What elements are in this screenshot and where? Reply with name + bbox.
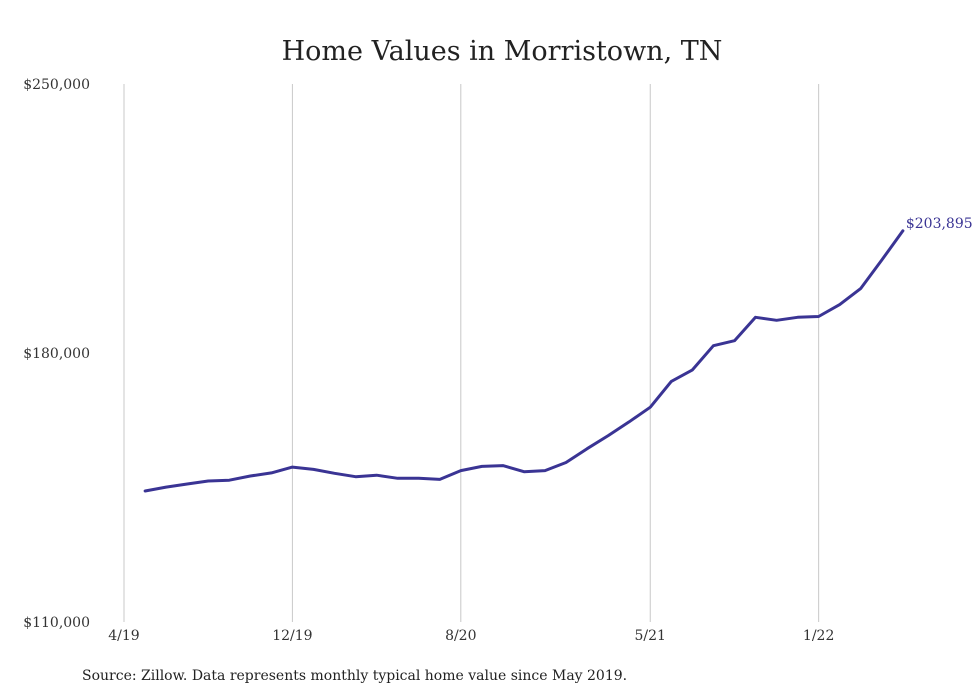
series-line bbox=[143, 229, 905, 493]
x-axis-ticks: 4/19 12/19 8/20 5/21 1/22 bbox=[108, 628, 834, 644]
end-value-label: $203,895 bbox=[906, 216, 973, 232]
x-tick-label: 1/22 bbox=[803, 628, 834, 644]
x-gridlines bbox=[123, 84, 820, 622]
y-tick-label: $180,000 bbox=[23, 346, 90, 362]
x-tick-label: 8/20 bbox=[445, 628, 476, 644]
y-axis-ticks: $110,000 $180,000 $250,000 bbox=[23, 77, 90, 631]
y-tick-label: $110,000 bbox=[23, 615, 90, 631]
source-note: Source: Zillow. Data represents monthly … bbox=[82, 668, 628, 684]
y-tick-label: $250,000 bbox=[23, 77, 90, 93]
x-tick-label: 4/19 bbox=[108, 628, 139, 644]
x-tick-label: 12/19 bbox=[272, 628, 312, 644]
x-tick-label: 5/21 bbox=[635, 628, 666, 644]
chart-title: Home Values in Morristown, TN bbox=[282, 36, 723, 67]
